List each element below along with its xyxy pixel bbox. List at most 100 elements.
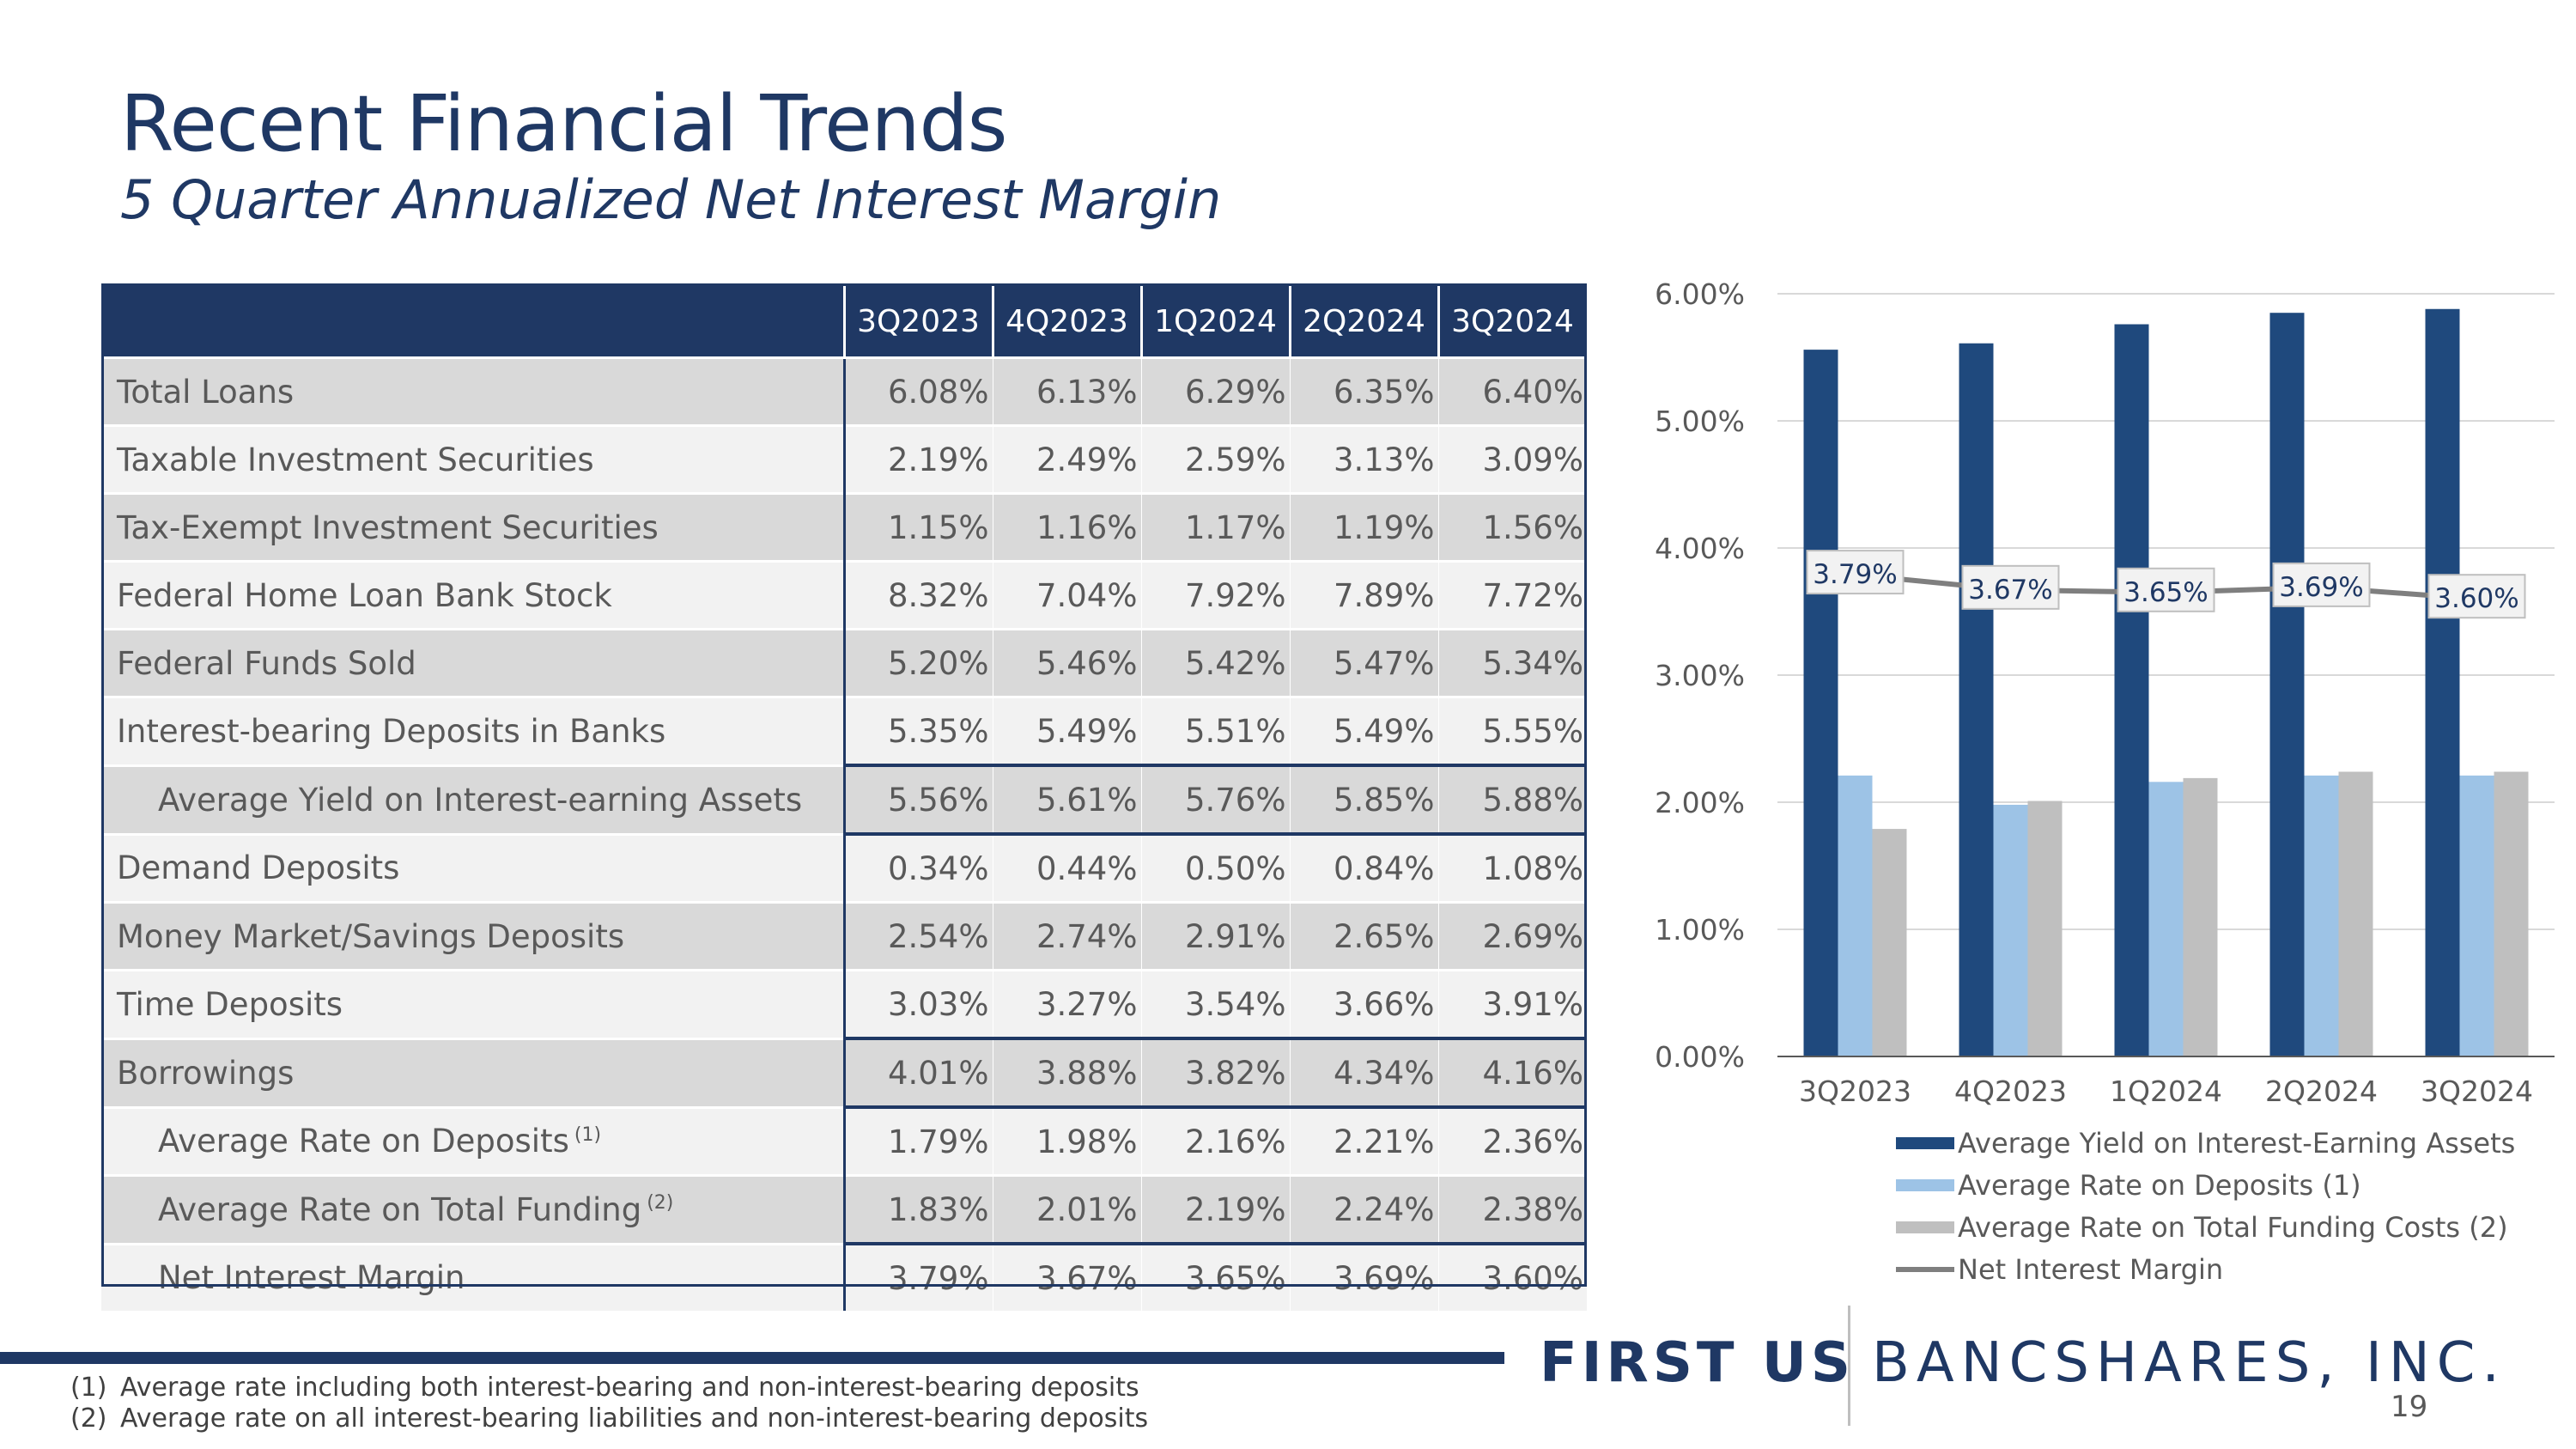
cell-value: 1.98% [992, 1105, 1141, 1176]
cell-value: 3.66% [1289, 969, 1438, 1038]
row-label-text: Money Market/Savings Deposits [117, 917, 625, 955]
bar-avg-rate-deposits [2304, 775, 2339, 1056]
row-label: Taxable Investment Securities [101, 424, 846, 494]
bar-avg-yield [2114, 324, 2149, 1056]
cell-value: 3.65% [1140, 1242, 1290, 1311]
table-row: Money Market/Savings Deposits 2.54% 2.74% 2… [101, 901, 1587, 971]
cell-value: 1.17% [1140, 492, 1290, 562]
cell-value: 1.08% [1437, 832, 1587, 903]
cell-value: 2.01% [992, 1174, 1141, 1244]
footer-rule [0, 1352, 1504, 1364]
bar-avg-rate-funding [1872, 829, 1907, 1056]
cell-value: 7.04% [992, 560, 1141, 630]
cell-value: 6.35% [1289, 356, 1438, 426]
cell-value: 2.21% [1289, 1105, 1438, 1176]
page-number: 19 [2391, 1390, 2428, 1424]
x-tick-label: 3Q2023 [1799, 1075, 1911, 1108]
cell-value: 5.88% [1437, 764, 1587, 834]
cell-value: 0.50% [1140, 832, 1290, 903]
cell-value: 4.01% [843, 1037, 993, 1107]
cell-value: 5.47% [1289, 628, 1438, 697]
row-label: Money Market/Savings Deposits [101, 901, 846, 971]
table-row: Taxable Investment Securities 2.19% 2.49% 2… [101, 424, 1587, 494]
cell-value: 2.38% [1437, 1174, 1587, 1244]
data-label: 3.60% [2434, 583, 2518, 614]
chart-legend: Average Yield on Interest-Earning Assets… [1896, 1122, 2515, 1290]
data-label-box [2427, 574, 2526, 619]
table-row: Net Interest Margin 3.79% 3.67% 3.65% 3.69% 3… [101, 1242, 1587, 1311]
bar-avg-rate-deposits [2148, 782, 2184, 1056]
logo-divider [1848, 1306, 1850, 1426]
cell-value: 3.67% [992, 1242, 1141, 1311]
legend-item: Average Yield on Interest-Earning Assets [1896, 1122, 2515, 1164]
cell-value: 5.35% [843, 696, 993, 765]
row-label-text: Demand Deposits [117, 849, 400, 887]
cell-value: 2.49% [992, 424, 1141, 494]
cell-value: 2.19% [843, 424, 993, 494]
row-label: Borrowings [101, 1037, 846, 1107]
cell-value: 3.79% [843, 1242, 993, 1311]
footnote: (1) Average rate including both interest-… [70, 1373, 1139, 1403]
cell-value: 1.16% [992, 492, 1141, 562]
cell-value: 2.74% [992, 901, 1141, 971]
table-row: Time Deposits 3.03% 3.27% 3.54% 3.66% 3.91% [101, 969, 1587, 1038]
row-label: Tax-Exempt Investment Securities [101, 492, 846, 562]
cell-value: 2.91% [1140, 901, 1290, 971]
data-label: 3.79% [1813, 559, 1897, 590]
table-header-row: 3Q2023 4Q2023 1Q2024 2Q2024 3Q2024 [101, 283, 1589, 359]
cell-value: 0.34% [843, 832, 993, 903]
legend-label: Net Interest Margin [1958, 1252, 2224, 1286]
y-tick-label: 6.00% [1655, 277, 1745, 311]
legend-label: Average Rate on Deposits (1) [1958, 1168, 2361, 1202]
cell-value: 5.49% [992, 696, 1141, 765]
cell-value: 6.08% [843, 356, 993, 426]
data-label: 3.67% [1968, 575, 2052, 606]
bar-avg-yield [1803, 350, 1838, 1056]
x-tick-label: 2Q2024 [2265, 1075, 2378, 1108]
bar-avg-yield [1959, 343, 1994, 1057]
table-row: Demand Deposits 0.34% 0.44% 0.50% 0.84% 1.08% [101, 832, 1587, 903]
footnote-text: Average rate on all interest-bearing lia… [120, 1403, 1149, 1434]
column-header: 3Q2024 [1437, 283, 1589, 359]
cell-value: 5.42% [1140, 628, 1290, 697]
row-label-text: Total Loans [117, 373, 295, 411]
column-header: 2Q2024 [1288, 283, 1440, 359]
bar-avg-rate-funding [2027, 801, 2063, 1056]
cell-value: 0.44% [992, 832, 1141, 903]
cell-value: 2.16% [1140, 1105, 1290, 1176]
cell-value: 3.91% [1437, 969, 1587, 1038]
data-label-box [1806, 550, 1905, 595]
data-label-box [1961, 564, 2060, 610]
footnote-ref: (2) [647, 1192, 674, 1215]
cell-value: 4.34% [1289, 1037, 1438, 1107]
cell-value: 6.29% [1140, 356, 1290, 426]
legend-swatch-yield [1896, 1136, 1954, 1149]
row-label: Net Interest Margin [101, 1242, 846, 1311]
cell-value: 1.83% [843, 1174, 993, 1244]
cell-value: 7.72% [1437, 560, 1587, 630]
row-label-text: Time Deposits [117, 985, 343, 1023]
data-label: 3.65% [2123, 577, 2208, 608]
table-row: Interest-bearing Deposits in Banks 5.35% 5… [101, 696, 1587, 765]
table-row: Average Rate on Total Funding (2) 1.83% 2.0… [101, 1174, 1587, 1244]
cell-value: 5.56% [843, 764, 993, 834]
legend-swatch-deposits [1896, 1178, 1954, 1191]
y-tick-label: 0.00% [1655, 1040, 1745, 1074]
y-tick-label: 2.00% [1655, 786, 1745, 819]
logo-bancshares: BANCSHARES, INC. [1872, 1331, 2506, 1395]
bar-avg-rate-deposits [1993, 804, 2028, 1056]
legend-item: Average Rate on Total Funding Costs (2) [1896, 1206, 2515, 1248]
table-row: Federal Funds Sold 5.20% 5.46% 5.42% 5.47% 5.… [101, 628, 1587, 697]
row-label: Demand Deposits [101, 832, 846, 903]
row-label: Average Rate on Total Funding (2) [101, 1174, 846, 1244]
cell-value: 3.88% [992, 1037, 1141, 1107]
cell-value: 1.56% [1437, 492, 1587, 562]
bar-avg-rate-deposits [1838, 775, 1873, 1056]
bar-avg-yield [2269, 313, 2305, 1056]
cell-value: 2.36% [1437, 1105, 1587, 1176]
cell-value: 8.32% [843, 560, 993, 630]
column-header: 3Q2023 [842, 283, 994, 359]
bar-avg-rate-funding [2338, 771, 2373, 1056]
page-subtitle: 5 Quarter Annualized Net Interest Margin [120, 168, 1222, 231]
legend-item: Average Rate on Deposits (1) [1896, 1164, 2515, 1206]
